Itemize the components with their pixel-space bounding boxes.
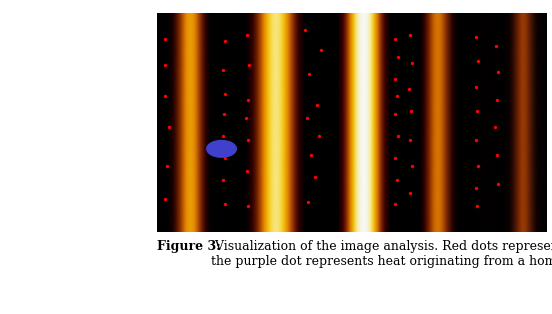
Point — [391, 36, 400, 41]
Point — [219, 67, 228, 72]
Point — [245, 63, 253, 68]
Point — [221, 201, 230, 206]
Point — [161, 94, 169, 99]
Point — [243, 203, 252, 208]
Point — [408, 61, 417, 66]
Text: Figure 3:: Figure 3: — [157, 240, 221, 253]
Point — [394, 54, 402, 59]
Point — [406, 190, 415, 195]
Point — [306, 153, 315, 158]
Point — [161, 63, 169, 68]
Point — [161, 36, 169, 41]
Point — [219, 177, 228, 182]
Circle shape — [207, 140, 236, 157]
Point — [311, 175, 320, 180]
Point — [392, 94, 401, 99]
Point — [493, 69, 502, 74]
Point — [491, 43, 500, 48]
Point — [391, 111, 400, 116]
Point — [242, 32, 251, 37]
Point — [474, 164, 483, 169]
Point — [474, 58, 483, 63]
Point — [391, 155, 400, 160]
Point — [242, 116, 251, 121]
Point — [406, 138, 415, 143]
Point — [407, 109, 416, 114]
Point — [220, 155, 229, 160]
Point — [471, 85, 480, 90]
Point — [315, 133, 323, 138]
Point — [218, 133, 227, 138]
Point — [242, 168, 251, 173]
Point — [316, 47, 325, 52]
Point — [390, 76, 399, 81]
Point — [472, 186, 481, 191]
Point — [405, 87, 414, 92]
Point — [473, 203, 482, 208]
Point — [304, 199, 313, 204]
Point — [390, 201, 399, 206]
Point — [406, 32, 415, 37]
Point — [394, 133, 402, 138]
Point — [220, 111, 229, 116]
Point — [301, 28, 310, 33]
Point — [492, 98, 501, 103]
Point — [221, 91, 230, 96]
Text: Visualization of the image analysis. Red dots represent houses,
the purple dot r: Visualization of the image analysis. Red… — [211, 240, 552, 268]
Point — [472, 34, 481, 39]
Point — [243, 98, 252, 103]
Point — [221, 39, 230, 44]
Point — [302, 116, 311, 121]
Point — [492, 153, 501, 158]
Point — [473, 109, 482, 114]
Point — [305, 72, 314, 77]
Point — [161, 197, 169, 202]
Point — [164, 124, 173, 129]
Point — [243, 138, 252, 143]
Point — [408, 164, 417, 169]
Point — [163, 164, 172, 169]
Point — [491, 124, 500, 129]
Point — [392, 177, 401, 182]
Point — [312, 102, 321, 107]
Point — [493, 181, 502, 187]
Point — [472, 138, 481, 143]
